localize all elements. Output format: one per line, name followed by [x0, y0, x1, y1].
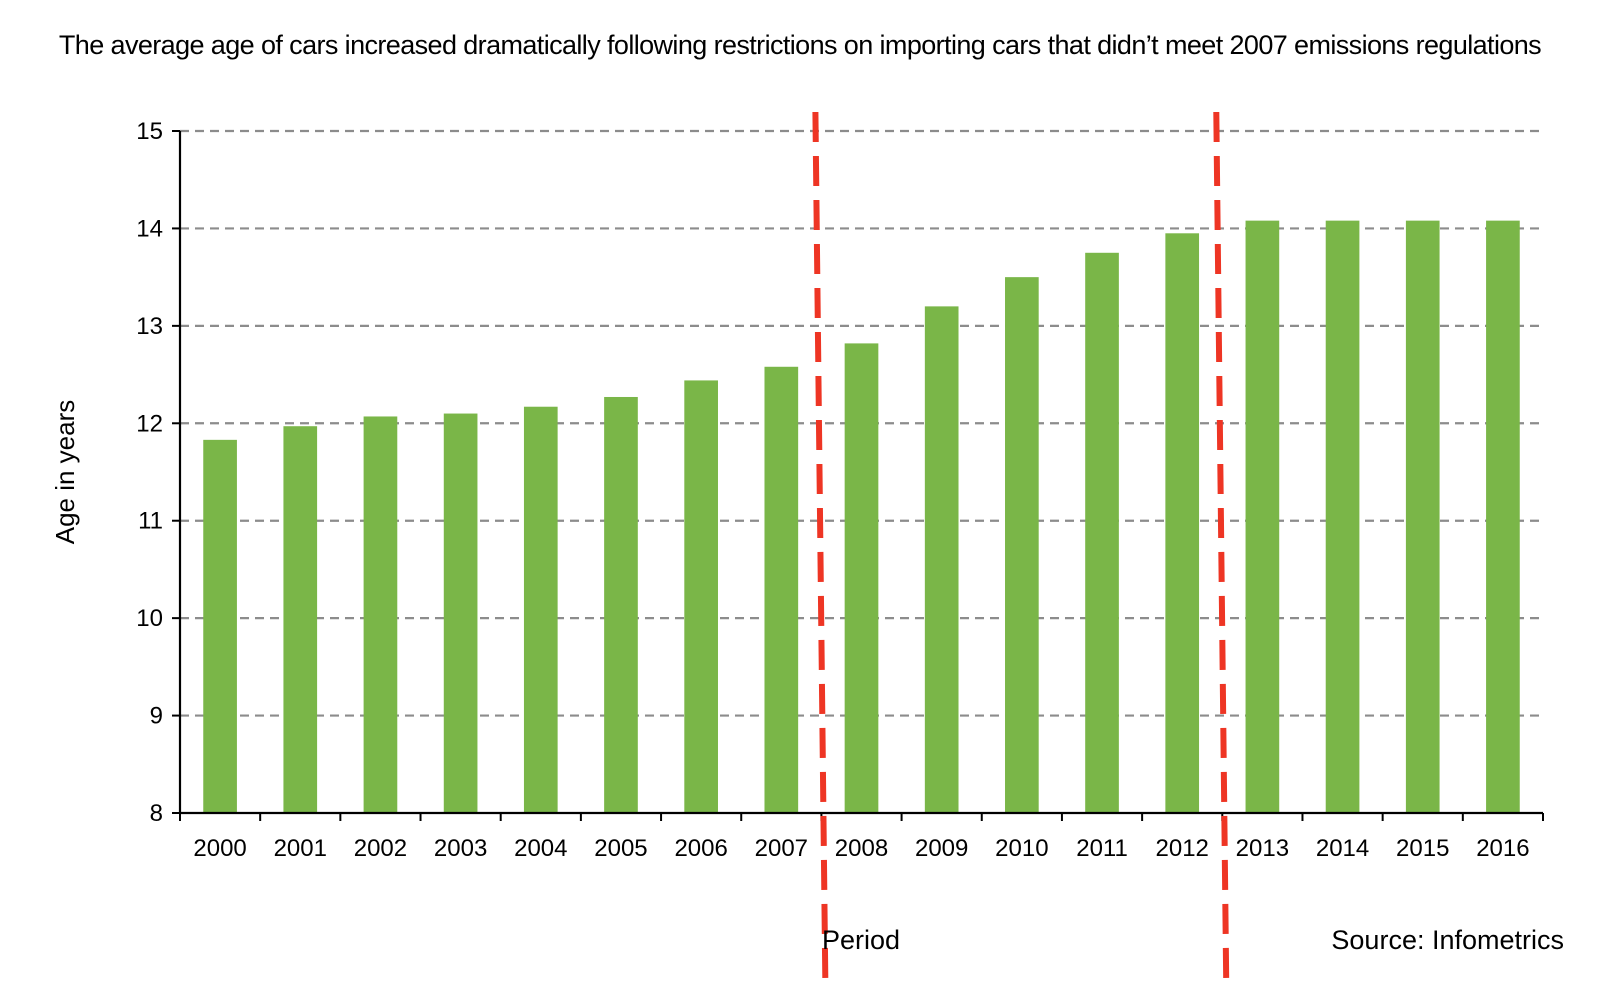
bar-2014: [1325, 220, 1360, 814]
bar-2011: [1085, 252, 1119, 814]
bar-2000: [203, 439, 237, 813]
x-tick-label: 2010: [995, 835, 1048, 862]
y-tick-label: 8: [150, 800, 163, 827]
source-note: Source: Infometrics: [1331, 925, 1564, 955]
bar-2013: [1245, 220, 1280, 814]
bar-2003: [443, 413, 478, 813]
bar-2010: [1005, 277, 1039, 814]
x-tick-label: 2005: [594, 835, 647, 862]
bar-2006: [684, 380, 718, 813]
bar-2004: [523, 406, 558, 813]
bar-2007: [764, 366, 799, 813]
x-tick-label: 2015: [1396, 835, 1449, 862]
x-tick-label: 2001: [274, 835, 327, 862]
x-tick-label: 2008: [835, 835, 888, 862]
y-tick-label: 12: [136, 410, 163, 437]
x-tick-label: 2014: [1316, 835, 1369, 862]
y-tick-label: 15: [136, 118, 163, 145]
bars: [203, 220, 1520, 814]
y-tick-label: 10: [136, 605, 163, 632]
reference-line-2013: [1213, 111, 1230, 989]
reference-lines: [812, 111, 1230, 989]
bar-2016: [1486, 220, 1520, 814]
chart-title: The average age of cars increased dramat…: [58, 30, 1542, 60]
y-tick-label: 11: [138, 508, 163, 535]
y-tick-label: 14: [136, 215, 163, 242]
x-tick-label: 2003: [434, 835, 487, 862]
x-tick-label: 2004: [514, 835, 567, 862]
x-tick-label: 2002: [354, 835, 407, 862]
reference-line-2008: [812, 111, 829, 989]
bar-2012: [1165, 233, 1200, 814]
x-tick-label: 2011: [1076, 835, 1128, 862]
y-tick-label: 13: [136, 313, 163, 340]
axes: 8 9 10 11 12 13 14 15 2000 2001 2002 2003 2004 2005 20…: [136, 118, 1544, 862]
x-tick-label: 2000: [193, 835, 246, 862]
bar-2015: [1405, 220, 1440, 814]
x-tick-label: 2007: [755, 835, 808, 862]
bar-2001: [283, 426, 318, 813]
x-axis-title: Period: [822, 925, 901, 955]
bar-2008: [844, 343, 879, 813]
x-tick-label: 2013: [1236, 835, 1289, 862]
x-tick-label: 2009: [915, 835, 968, 862]
x-tick-label: 2016: [1476, 835, 1529, 862]
x-tick-label: 2012: [1156, 835, 1209, 862]
y-axis-title: Age in years: [50, 400, 80, 545]
bar-2009: [924, 306, 959, 813]
x-tick-label: 2006: [674, 835, 727, 862]
bar-2002: [363, 416, 398, 813]
bar-2005: [604, 396, 638, 813]
y-tick-label: 9: [150, 703, 163, 730]
